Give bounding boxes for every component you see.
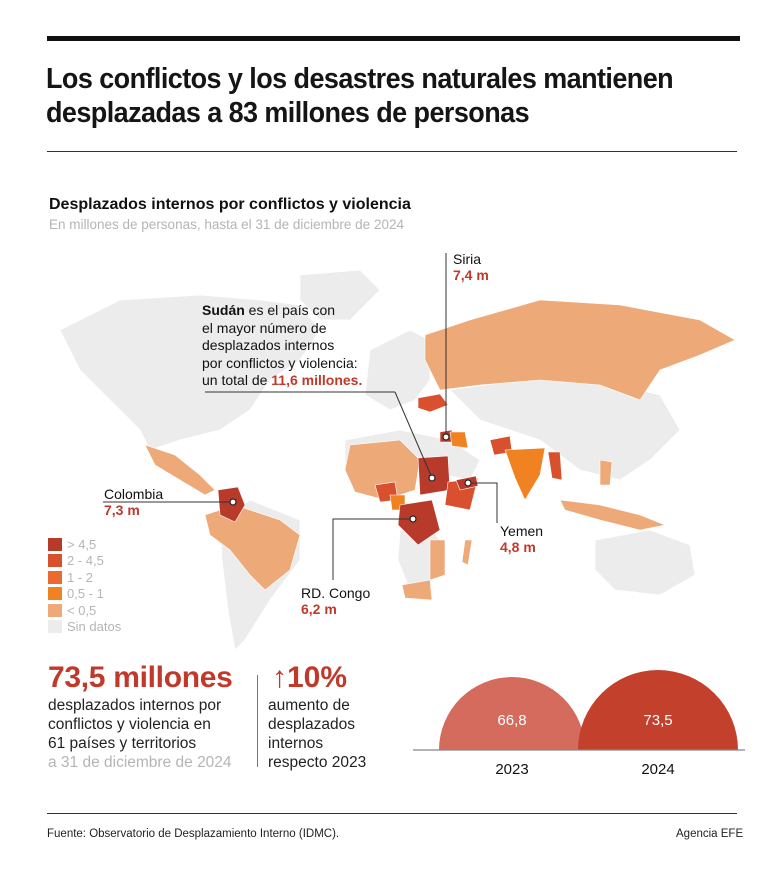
- legend-label: 1 - 2: [67, 569, 94, 585]
- callout-line-3: desplazados internos: [202, 337, 335, 353]
- footer-divider: [47, 813, 737, 814]
- legend-label: 2 - 4,5: [67, 553, 104, 569]
- world-choropleth-map: [59, 253, 736, 651]
- label-rd-congo: RD. Congo 6,2 m: [301, 585, 370, 617]
- agency-credit: Agencia EFE: [676, 828, 744, 840]
- callout-line-4: por conflictos y violencia:: [202, 354, 358, 371]
- increase-value: ↑10%: [272, 661, 347, 695]
- total-line-1: desplazados internos por: [48, 697, 222, 714]
- increase-line-3: internos: [268, 735, 324, 752]
- total-date: a 31 de diciembre de 2024: [48, 754, 232, 771]
- callout-line-1: es el país con: [244, 302, 336, 318]
- map-title: Desplazados internos por conflictos y vi…: [49, 196, 411, 213]
- legend-swatch: [48, 587, 62, 601]
- legend-item: > 4,5: [48, 536, 121, 553]
- callout-line-2: el mayor número de: [202, 319, 327, 336]
- total-line-3: 61 países y territorios: [48, 735, 197, 752]
- map-legend: > 4,5 2 - 4,5 1 - 2 0,5 - 1 < 0,5 Sin da…: [48, 536, 121, 635]
- total-line-2: conflictos y violencia en: [48, 716, 211, 733]
- legend-swatch: [48, 537, 62, 551]
- legend-item: Sin datos: [48, 619, 121, 636]
- label-value: 4,8 m: [500, 539, 536, 555]
- label-siria: Siria 7,4 m: [453, 251, 489, 283]
- legend-swatch: [48, 570, 62, 584]
- label-value: 7,4 m: [453, 267, 489, 283]
- top-rule: [47, 36, 740, 41]
- semicircle-chart: 66,8 73,5 2023 2024: [413, 670, 745, 778]
- stats-divider: [257, 675, 258, 767]
- callout-value: 11,6 millones.: [271, 372, 363, 388]
- label-value: 6,2 m: [301, 601, 337, 617]
- increase-description: aumento de desplazados internos respecto…: [268, 696, 366, 772]
- label-colombia: Colombia 7,3 m: [104, 486, 163, 518]
- legend-item: 2 - 4,5: [48, 553, 121, 570]
- legend-swatch: [48, 620, 62, 634]
- legend-label: 0,5 - 1: [67, 586, 104, 602]
- arrow-up-icon: ↑: [272, 661, 287, 694]
- value-2024: 73,5: [643, 712, 672, 729]
- callout-country: Sudán: [202, 302, 245, 318]
- year-2024: 2024: [641, 761, 674, 778]
- increase-percent: 10%: [287, 661, 348, 694]
- title-line-1: Los conflictos y los desastres naturales…: [46, 63, 674, 95]
- source-text: Fuente: Observatorio de Desplazamiento I…: [47, 828, 340, 840]
- legend-label: > 4,5: [67, 536, 97, 552]
- label-country: RD. Congo: [301, 585, 371, 601]
- total-description: desplazados internos por conflictos y vi…: [48, 696, 232, 772]
- label-country: Siria: [453, 251, 482, 267]
- legend-item: 0,5 - 1: [48, 586, 121, 603]
- callout-line-5: un total de: [202, 372, 272, 388]
- total-value: 73,5 millones: [48, 661, 233, 694]
- divider: [47, 151, 737, 152]
- year-2023: 2023: [495, 761, 528, 778]
- value-2023: 66,8: [497, 712, 526, 729]
- increase-line-4: respecto 2023: [268, 754, 367, 771]
- sudan-callout: Sudán es el país con el mayor número de …: [202, 302, 362, 390]
- legend-label: < 0,5: [67, 602, 97, 618]
- legend-swatch: [48, 603, 62, 617]
- label-country: Yemen: [500, 523, 544, 539]
- legend-item: < 0,5: [48, 602, 121, 619]
- title-line-2: desplazadas a 83 millones de personas: [46, 97, 530, 129]
- map-subtitle: En millones de personas, hasta el 31 de …: [49, 217, 404, 232]
- semicircle-2024: [578, 670, 738, 750]
- label-value: 7,3 m: [104, 502, 140, 518]
- increase-line-2: desplazados: [268, 716, 356, 733]
- semicircle-2023: [439, 677, 585, 750]
- label-yemen: Yemen 4,8 m: [500, 523, 543, 555]
- legend-label: Sin datos: [67, 619, 122, 635]
- legend-item: 1 - 2: [48, 569, 121, 586]
- page-title: Los conflictos y los desastres naturales…: [46, 62, 697, 130]
- increase-line-1: aumento de: [268, 697, 350, 714]
- legend-swatch: [48, 554, 62, 568]
- label-country: Colombia: [104, 486, 164, 502]
